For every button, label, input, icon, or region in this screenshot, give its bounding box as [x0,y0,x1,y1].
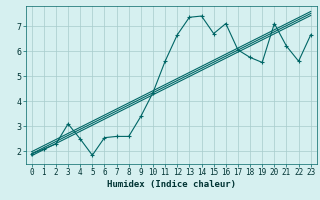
X-axis label: Humidex (Indice chaleur): Humidex (Indice chaleur) [107,180,236,189]
